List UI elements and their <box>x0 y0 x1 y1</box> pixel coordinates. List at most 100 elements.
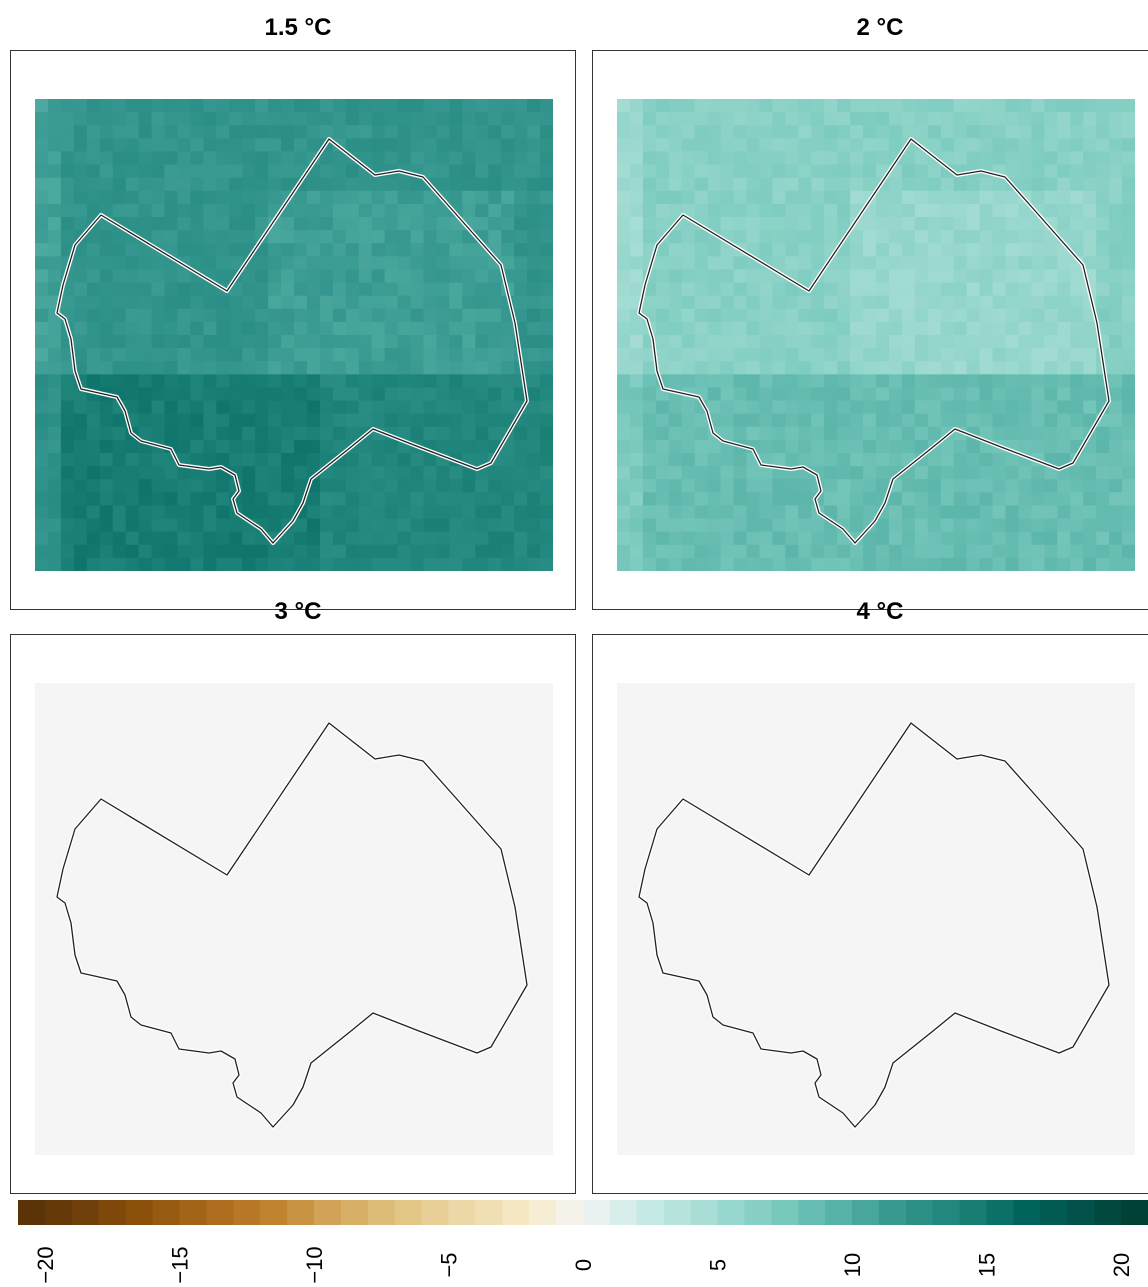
grid-cell <box>384 492 399 506</box>
grid-cell <box>629 544 644 559</box>
grid-cell <box>306 112 321 126</box>
grid-cell <box>358 243 373 257</box>
grid-cell <box>203 125 217 139</box>
grid-cell <box>629 243 644 257</box>
grid-cell <box>681 295 696 310</box>
grid-cell <box>1096 308 1110 323</box>
colorbar-swatch <box>852 1200 880 1225</box>
grid-cell <box>759 479 773 493</box>
grid-cell <box>953 518 968 533</box>
grid-cell <box>35 479 49 493</box>
grid-cell <box>798 439 812 454</box>
grid-cell <box>384 321 399 336</box>
grid-cell <box>1005 426 1019 441</box>
grid-cell <box>345 413 360 428</box>
grid-cell <box>268 335 282 349</box>
grid-cell <box>242 505 256 520</box>
grid-cell <box>901 387 916 402</box>
grid-cell <box>501 112 515 126</box>
grid-cell <box>629 439 644 454</box>
grid-cell <box>759 557 773 571</box>
grid-cell <box>397 426 412 441</box>
grid-cell <box>1005 230 1019 244</box>
grid-cell <box>540 138 553 152</box>
grid-cell <box>837 295 851 310</box>
grid-cell <box>759 112 773 126</box>
grid-cell <box>449 177 463 192</box>
grid-cell <box>733 557 747 571</box>
grid-cell <box>73 426 88 441</box>
grid-cell <box>514 164 528 179</box>
grid-cell <box>927 348 942 362</box>
grid-cell <box>281 321 295 336</box>
grid-cell <box>527 479 541 493</box>
grid-cell <box>410 138 424 152</box>
grid-cell <box>255 151 269 166</box>
grid-cell <box>798 505 812 520</box>
grid-cell <box>112 256 127 270</box>
grid-cell <box>319 164 334 179</box>
grid-cell <box>1005 190 1019 205</box>
grid-cell <box>1122 190 1135 205</box>
grid-cell <box>255 479 269 493</box>
grid-cell <box>306 295 321 310</box>
grid-cell <box>255 217 269 231</box>
grid-cell <box>772 230 786 244</box>
colorbar-swatch <box>798 1200 826 1225</box>
grid-cell <box>255 492 269 506</box>
grid-cell <box>694 190 709 205</box>
grid-cell <box>371 99 386 113</box>
grid-cell <box>281 243 295 257</box>
grid-cell <box>164 466 178 480</box>
grid-cell <box>99 400 114 415</box>
grid-cell <box>294 413 308 428</box>
grid-cell <box>746 544 760 559</box>
panel-title: 4 °C <box>856 598 904 625</box>
grid-cell <box>1109 112 1123 126</box>
grid-cell <box>164 295 178 310</box>
grid-cell <box>47 282 62 297</box>
grid-cell <box>876 125 890 139</box>
grid-cell <box>462 439 476 454</box>
grid-cell <box>268 387 282 402</box>
grid-cell <box>255 112 269 126</box>
grid-cell <box>345 453 360 467</box>
grid-cell <box>759 426 773 441</box>
grid-cell <box>410 426 424 441</box>
grid-cell <box>1005 518 1019 533</box>
grid-cell <box>397 151 412 166</box>
grid-cell <box>785 492 799 506</box>
grid-cell <box>850 492 864 506</box>
grid-cell <box>397 544 412 559</box>
grid-cell <box>953 151 968 166</box>
grid-cell <box>617 557 631 571</box>
grid-cell <box>720 243 735 257</box>
grid-cell <box>901 256 916 270</box>
grid-cell <box>35 361 49 375</box>
grid-cell <box>966 203 981 218</box>
grid-cell <box>112 335 127 349</box>
grid-cell <box>668 282 683 297</box>
grid-cell <box>940 282 955 297</box>
grid-cell <box>475 151 489 166</box>
grid-cell <box>811 203 825 218</box>
grid-cell <box>397 557 412 571</box>
grid-cell <box>125 387 140 402</box>
grid-cell <box>319 439 334 454</box>
grid-cell <box>979 374 994 388</box>
grid-cell <box>345 190 360 205</box>
grid-cell <box>681 99 696 113</box>
grid-cell <box>462 243 476 257</box>
grid-cell <box>294 269 308 284</box>
grid-cell <box>927 282 942 297</box>
grid-cell <box>979 230 994 244</box>
grid-cell <box>966 217 981 231</box>
grid-cell <box>863 125 877 139</box>
grid-cell <box>423 321 437 336</box>
grid-cell <box>151 413 165 428</box>
grid-cell <box>125 164 140 179</box>
grid-cell <box>47 387 62 402</box>
grid-cell <box>229 151 243 166</box>
grid-cell <box>47 453 62 467</box>
grid-cell <box>319 387 334 402</box>
